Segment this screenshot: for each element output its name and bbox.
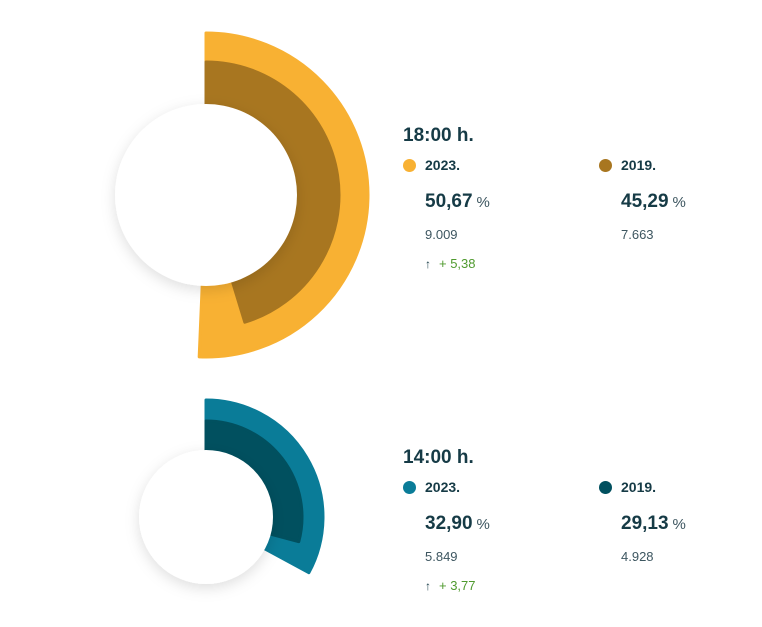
legend-dot-2019: [599, 480, 612, 494]
center-hole: [115, 104, 297, 286]
percent-value: 29,13%: [621, 513, 686, 534]
percent-value: 32,90%: [425, 513, 490, 534]
legend-item-2019[interactable]: 2019.: [599, 157, 686, 173]
time-label: 18:00 h.: [403, 125, 474, 146]
time-label: 14:00 h.: [403, 447, 474, 468]
legend-dot-2023: [403, 480, 416, 494]
turnout-block-1800: 18:00 h. 2023. 50,67% 9.009 ↑ + 5,38 2019…: [115, 31, 686, 359]
info-panel-1400: 14:00 h. 2023. 32,90% 5.849 ↑ + 3,77 2019…: [403, 447, 686, 593]
count-value: 9.009: [425, 227, 458, 242]
count-value: 5.849: [425, 549, 458, 564]
legend-col-2019: 2019. 29,13% 4.928: [599, 479, 686, 564]
legend-dot-2023: [403, 158, 416, 172]
radial-chart-1800: [115, 31, 370, 359]
legend-label: 2019.: [621, 479, 657, 495]
legend-col-2023: 2023. 50,67% 9.009 ↑ + 5,38: [403, 157, 490, 271]
legend-dot-2019: [599, 158, 612, 172]
legend-item-2023[interactable]: 2023.: [403, 157, 490, 173]
count-value: 7.663: [621, 227, 654, 242]
change-value: ↑ + 3,77: [425, 578, 476, 593]
legend-label: 2023.: [425, 157, 461, 173]
change-value: ↑ + 5,38: [425, 256, 476, 271]
info-panel-1800: 18:00 h. 2023. 50,67% 9.009 ↑ + 5,38 2019…: [403, 125, 686, 271]
legend-label: 2019.: [621, 157, 657, 173]
legend-col-2023: 2023. 32,90% 5.849 ↑ + 3,77: [403, 479, 490, 593]
legend-label: 2023.: [425, 479, 461, 495]
legend-item-2023[interactable]: 2023.: [403, 479, 490, 495]
center-hole: [139, 450, 273, 584]
percent-value: 45,29%: [621, 191, 686, 212]
arrow-up-icon: ↑: [425, 578, 431, 593]
percent-value: 50,67%: [425, 191, 490, 212]
count-value: 4.928: [621, 549, 654, 564]
arrow-up-icon: ↑: [425, 256, 431, 271]
radial-chart-1400: [139, 398, 325, 584]
legend-item-2019[interactable]: 2019.: [599, 479, 686, 495]
legend-col-2019: 2019. 45,29% 7.663: [599, 157, 686, 242]
